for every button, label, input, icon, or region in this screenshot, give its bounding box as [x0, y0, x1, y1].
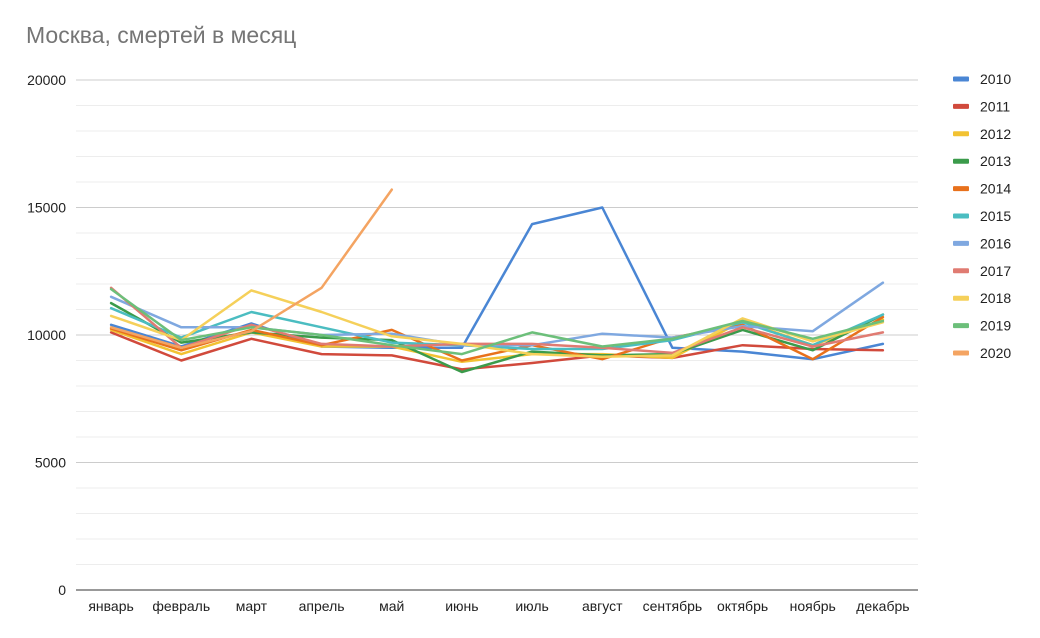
legend-swatch-2019: [953, 323, 969, 329]
x-tick-label: октябрь: [717, 598, 768, 614]
legend-swatch-2018: [953, 295, 969, 301]
x-tick-label: февраль: [152, 598, 210, 614]
x-tick-label: август: [582, 598, 623, 614]
series-line-2019: [109, 287, 885, 356]
y-tick-label: 15000: [27, 200, 66, 216]
legend-label-2016: 2016: [980, 235, 1011, 251]
x-tick-label: июнь: [445, 598, 478, 614]
x-tick-label: декабрь: [856, 598, 909, 614]
legend-label-2017: 2017: [980, 263, 1011, 279]
legend-label-2010: 2010: [980, 71, 1011, 87]
legend-label-2014: 2014: [980, 181, 1011, 197]
legend-swatch-2011: [953, 103, 969, 109]
y-tick-label: 10000: [27, 327, 66, 343]
x-tick-label: январь: [88, 598, 133, 614]
legend-swatch-2012: [953, 131, 969, 137]
legend-label-2020: 2020: [980, 345, 1011, 361]
legend-label-2019: 2019: [980, 318, 1011, 334]
legend-label-2018: 2018: [980, 290, 1011, 306]
legend-swatch-2020: [953, 350, 969, 356]
legend-swatch-2014: [953, 186, 969, 192]
legend-swatch-2015: [953, 213, 969, 219]
chart-title: Москва, смертей в месяц: [26, 22, 297, 48]
legend-swatch-2017: [953, 268, 969, 274]
x-tick-label: сентябрь: [643, 598, 703, 614]
legend-label-2013: 2013: [980, 153, 1011, 169]
legend-label-2012: 2012: [980, 126, 1011, 142]
y-tick-label: 5000: [35, 455, 66, 471]
series-line-2018: [109, 289, 885, 358]
series-line-2011: [109, 331, 885, 371]
x-tick-label: ноябрь: [790, 598, 836, 614]
x-tick-label: март: [236, 598, 268, 614]
legend-label-2015: 2015: [980, 208, 1011, 224]
x-tick-label: апрель: [299, 598, 345, 614]
legend-label-2011: 2011: [980, 98, 1010, 114]
y-tick-label: 0: [58, 582, 66, 598]
x-tick-label: май: [379, 598, 404, 614]
legend-swatch-2010: [953, 76, 969, 82]
series-line-2020: [109, 188, 394, 350]
y-tick-label: 20000: [27, 72, 66, 88]
x-tick-label: июль: [515, 598, 548, 614]
legend-swatch-2013: [953, 158, 969, 164]
legend-swatch-2016: [953, 240, 969, 246]
series-line-2016: [109, 281, 885, 347]
